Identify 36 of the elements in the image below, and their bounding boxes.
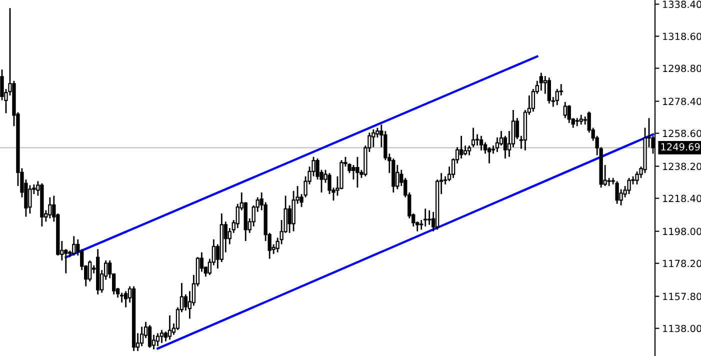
candlestick (120, 292, 124, 304)
candlestick (579, 114, 583, 126)
candlestick (479, 135, 484, 152)
candlestick (372, 128, 376, 148)
candlestick (463, 144, 468, 156)
candlestick (471, 127, 476, 148)
candlestick (396, 164, 400, 190)
candlestick (72, 235, 76, 256)
candlestick (28, 184, 32, 214)
candlestick (627, 177, 631, 195)
candlestick (88, 260, 92, 282)
candlestick (140, 326, 144, 347)
candlestick (563, 101, 567, 119)
ref-line-label: 1249.69 (661, 143, 700, 151)
candlestick (428, 210, 432, 226)
candlestick (467, 144, 472, 156)
candlestick (487, 146, 492, 164)
candlestick (547, 76, 551, 104)
candlestick (555, 88, 559, 106)
candlestick (459, 135, 464, 160)
candlestick (292, 190, 296, 232)
candlestick (424, 208, 428, 228)
candlestick (156, 332, 160, 347)
candlestick (148, 324, 152, 348)
candlestick (168, 314, 172, 340)
candlestick (352, 164, 356, 180)
candlestick (48, 196, 52, 220)
candlestick (64, 248, 68, 274)
candlestick (539, 72, 544, 92)
candlestick (635, 170, 639, 186)
candlestick (567, 104, 571, 124)
candlestick (503, 135, 508, 160)
candlestick (615, 180, 619, 204)
candlestick (356, 156, 360, 188)
candlestick (160, 329, 164, 344)
candlestick (124, 290, 128, 308)
